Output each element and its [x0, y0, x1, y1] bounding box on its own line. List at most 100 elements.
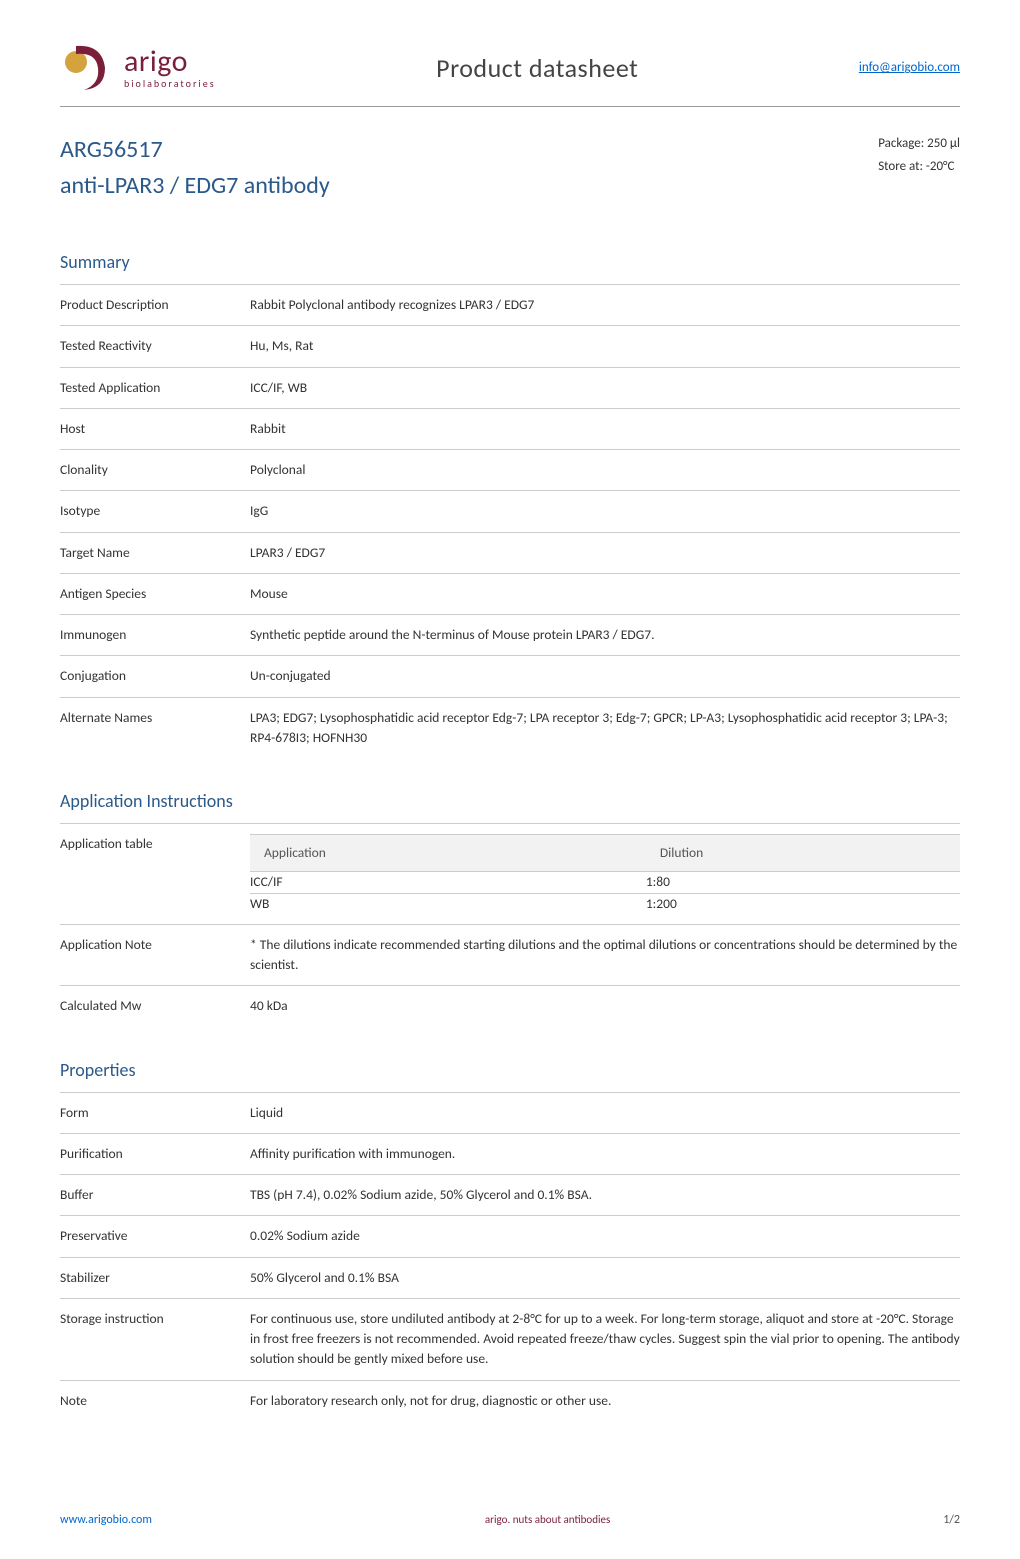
- logo-icon: [60, 40, 116, 96]
- table-row: Calculated Mw 40 kDa: [60, 986, 960, 1027]
- table-row: ConjugationUn-conjugated: [60, 656, 960, 697]
- row-value: Affinity purification with immunogen.: [250, 1133, 960, 1174]
- product-name: anti-LPAR3 / EDG7 antibody: [60, 168, 330, 204]
- row-value: Hu, Ms, Rat: [250, 326, 960, 367]
- row-label: Antigen Species: [60, 573, 250, 614]
- dilution-table: Application Dilution ICC/IF 1:80 WB 1:20…: [250, 834, 960, 914]
- doc-title: Product datasheet: [436, 49, 638, 88]
- product-id: ARG56517: [60, 132, 330, 168]
- table-row: Target NameLPAR3 / EDG7: [60, 532, 960, 573]
- table-row: ICC/IF 1:80: [250, 872, 960, 893]
- cell: WB: [250, 893, 646, 914]
- row-label: Conjugation: [60, 656, 250, 697]
- row-value: 50% Glycerol and 0.1% BSA: [250, 1257, 960, 1298]
- row-label: Calculated Mw: [60, 986, 250, 1027]
- table-row: Tested ApplicationICC/IF, WB: [60, 367, 960, 408]
- section-title-properties: Properties: [60, 1057, 960, 1084]
- footer-tagline-text: . nuts about antibodies: [507, 1513, 610, 1526]
- row-value: Polyclonal: [250, 450, 960, 491]
- table-row: WB 1:200: [250, 893, 960, 914]
- row-label: Purification: [60, 1133, 250, 1174]
- row-label: Tested Application: [60, 367, 250, 408]
- storage-temp: Store at: -20°C: [878, 155, 960, 178]
- table-row: Product DescriptionRabbit Polyclonal ant…: [60, 285, 960, 326]
- row-value: For laboratory research only, not for dr…: [250, 1380, 960, 1421]
- logo-subtitle: biolaboratories: [124, 79, 216, 89]
- package-info: Package: 250 μl Store at: -20°C: [878, 132, 960, 179]
- row-label: Immunogen: [60, 615, 250, 656]
- col-header: Dilution: [646, 835, 960, 872]
- table-row: PurificationAffinity purification with i…: [60, 1133, 960, 1174]
- row-value: Synthetic peptide around the N-terminus …: [250, 615, 960, 656]
- page-header: arigo biolaboratories Product datasheet …: [60, 40, 960, 107]
- cell: 1:200: [646, 893, 960, 914]
- row-label: Clonality: [60, 450, 250, 491]
- row-value: TBS (pH 7.4), 0.02% Sodium azide, 50% Gl…: [250, 1175, 960, 1216]
- table-row: Alternate NamesLPA3; EDG7; Lysophosphati…: [60, 697, 960, 758]
- application-instructions-table: Application table Application Dilution I…: [60, 823, 960, 1027]
- row-value: * The dilutions indicate recommended sta…: [250, 924, 960, 986]
- row-value: Rabbit: [250, 408, 960, 449]
- row-label: Application Note: [60, 924, 250, 986]
- footer-url[interactable]: www.arigobio.com: [60, 1511, 152, 1529]
- footer-brand: arigo: [485, 1513, 508, 1526]
- email-link[interactable]: info@arigobio.com: [859, 58, 960, 78]
- row-label: Stabilizer: [60, 1257, 250, 1298]
- table-header-row: Application Dilution: [250, 835, 960, 872]
- logo-text: arigo biolaboratories: [124, 47, 216, 89]
- row-label: Isotype: [60, 491, 250, 532]
- application-table-cell: Application Dilution ICC/IF 1:80 WB 1:20…: [250, 824, 960, 925]
- table-row: HostRabbit: [60, 408, 960, 449]
- page-number: 1/2: [943, 1511, 960, 1529]
- row-label: Form: [60, 1092, 250, 1133]
- row-label: Host: [60, 408, 250, 449]
- table-row: FormLiquid: [60, 1092, 960, 1133]
- properties-table: FormLiquid PurificationAffinity purifica…: [60, 1092, 960, 1421]
- row-value: ICC/IF, WB: [250, 367, 960, 408]
- table-row: NoteFor laboratory research only, not fo…: [60, 1380, 960, 1421]
- footer-tagline: arigo. nuts about antibodies: [485, 1512, 610, 1529]
- row-label: Alternate Names: [60, 697, 250, 758]
- cell: ICC/IF: [250, 872, 646, 893]
- row-label: Product Description: [60, 285, 250, 326]
- product-title-block: ARG56517 anti-LPAR3 / EDG7 antibody: [60, 132, 330, 204]
- table-row: IsotypeIgG: [60, 491, 960, 532]
- row-value: For continuous use, store undiluted anti…: [250, 1298, 960, 1380]
- table-row: BufferTBS (pH 7.4), 0.02% Sodium azide, …: [60, 1175, 960, 1216]
- table-row: ImmunogenSynthetic peptide around the N-…: [60, 615, 960, 656]
- table-row: Tested ReactivityHu, Ms, Rat: [60, 326, 960, 367]
- logo-brand: arigo: [124, 47, 216, 77]
- row-value: Mouse: [250, 573, 960, 614]
- table-row: Storage instructionFor continuous use, s…: [60, 1298, 960, 1380]
- row-value: Liquid: [250, 1092, 960, 1133]
- row-value: 40 kDa: [250, 986, 960, 1027]
- row-label: Application table: [60, 824, 250, 925]
- page-footer: www.arigobio.com arigo. nuts about antib…: [60, 1511, 960, 1529]
- row-value: 0.02% Sodium azide: [250, 1216, 960, 1257]
- table-row: Application Note * The dilutions indicat…: [60, 924, 960, 986]
- cell: 1:80: [646, 872, 960, 893]
- row-value: LPA3; EDG7; Lysophosphatidic acid recept…: [250, 697, 960, 758]
- table-row: Preservative0.02% Sodium azide: [60, 1216, 960, 1257]
- row-label: Note: [60, 1380, 250, 1421]
- row-label: Target Name: [60, 532, 250, 573]
- row-value: Rabbit Polyclonal antibody recognizes LP…: [250, 285, 960, 326]
- table-row: Application table Application Dilution I…: [60, 824, 960, 925]
- logo: arigo biolaboratories: [60, 40, 216, 96]
- col-header: Application: [250, 835, 646, 872]
- row-value: IgG: [250, 491, 960, 532]
- summary-table: Product DescriptionRabbit Polyclonal ant…: [60, 284, 960, 758]
- package-size: Package: 250 μl: [878, 132, 960, 155]
- product-header: ARG56517 anti-LPAR3 / EDG7 antibody Pack…: [60, 132, 960, 204]
- table-row: ClonalityPolyclonal: [60, 450, 960, 491]
- row-label: Buffer: [60, 1175, 250, 1216]
- row-label: Storage instruction: [60, 1298, 250, 1380]
- table-row: Antigen SpeciesMouse: [60, 573, 960, 614]
- section-title-summary: Summary: [60, 249, 960, 276]
- row-label: Tested Reactivity: [60, 326, 250, 367]
- row-label: Preservative: [60, 1216, 250, 1257]
- row-value: LPAR3 / EDG7: [250, 532, 960, 573]
- section-title-app: Application Instructions: [60, 788, 960, 815]
- table-row: Stabilizer50% Glycerol and 0.1% BSA: [60, 1257, 960, 1298]
- row-value: Un-conjugated: [250, 656, 960, 697]
